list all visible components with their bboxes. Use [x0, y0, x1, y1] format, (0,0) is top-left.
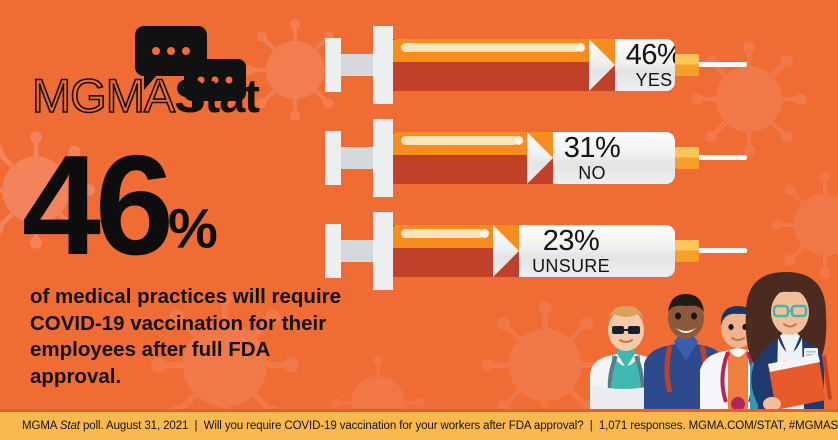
footer-attribution: MGMA.COM/STAT, #MGMASTAT [688, 420, 838, 432]
needle [699, 248, 747, 253]
bar-fill [393, 225, 493, 277]
plunger-flange [325, 131, 341, 185]
bar-readout-no: 31% NO [561, 133, 623, 183]
bar-label: UNSURE [532, 256, 610, 276]
plunger-collar [373, 212, 393, 290]
footer-source-text: MGMA Stat poll. August 31, 2021 | Will y… [0, 420, 838, 432]
bar-fill-upper [393, 39, 589, 62]
bar-label: YES [635, 70, 673, 90]
speech-bubble-icon [184, 59, 246, 113]
mgma-stat-logo: MGMAStat [31, 26, 260, 121]
headline-statistic: 46% [22, 135, 218, 277]
syringe-barrel: 46% YES [393, 39, 675, 91]
folder-icon [768, 354, 832, 410]
footer-responses: 1,071 responses. [598, 420, 686, 432]
footer-separator: | [589, 420, 593, 432]
footer-divider [0, 409, 838, 412]
bar-arrow-tip [589, 39, 615, 91]
syringe-bar-unsure: 23% UNSURE [325, 212, 747, 290]
syringe-barrel: 31% NO [393, 132, 675, 184]
headline-number: 46 [22, 126, 174, 285]
plunger-collar [373, 26, 393, 104]
bar-bead [480, 229, 489, 238]
healthcare-workers-illustration [582, 252, 838, 412]
bar-percent-value: 23% [542, 225, 600, 257]
bar-arrow-tip [493, 225, 519, 277]
bar-percent-value: 46% [625, 39, 675, 71]
footer-source-italic: Stat [59, 420, 80, 432]
plunger-collar [373, 119, 393, 197]
needle [699, 155, 747, 160]
footer-source-suffix: poll. August 31, 2021 [79, 420, 189, 432]
footer-question: Will you require COVID-19 vaccination fo… [203, 420, 584, 432]
plunger-rod [341, 147, 379, 169]
bar-gloss [401, 229, 484, 238]
bar-fill-upper [393, 225, 493, 248]
bar-readout-yes: 46% YES [623, 40, 675, 90]
bar-bead [576, 43, 585, 52]
bar-bead [514, 136, 523, 145]
bar-gloss [401, 43, 580, 52]
syringe-barrel: 23% UNSURE [393, 225, 675, 277]
bar-arrow-tip [527, 132, 553, 184]
syringe-bar-yes: 46% YES [325, 26, 747, 104]
footer-bar: MGMA Stat poll. August 31, 2021 | Will y… [0, 412, 838, 440]
bubble-dots [197, 76, 233, 84]
bar-fill [393, 39, 589, 91]
bar-readout-unsure: 23% UNSURE [523, 226, 619, 276]
bubble-dots [152, 47, 190, 55]
plunger-flange [325, 38, 341, 92]
person-5 [745, 272, 832, 412]
headline-percent-sign: % [167, 196, 218, 260]
needle-hub [675, 54, 699, 76]
bar-fill [393, 132, 527, 184]
needle-hub [675, 147, 699, 169]
syringe-bar-no: 31% NO [325, 119, 747, 197]
bar-label: NO [578, 163, 606, 183]
plunger-rod [341, 54, 379, 76]
bar-fill-upper [393, 132, 527, 155]
bar-gloss [401, 136, 518, 145]
logo-mgma-text: MGMA [31, 69, 176, 122]
logo-stat-text: Stat [174, 69, 260, 122]
needle-hub [675, 240, 699, 262]
footer-source-prefix: MGMA [22, 420, 60, 432]
logo-wordmark: MGMAStat [31, 69, 260, 122]
plunger-rod [341, 240, 379, 262]
needle [699, 62, 747, 67]
plunger-flange [325, 224, 341, 278]
bar-percent-value: 31% [563, 132, 621, 164]
headline-body-text: of medical practices will require COVID-… [30, 285, 342, 388]
footer-separator: | [194, 420, 198, 432]
